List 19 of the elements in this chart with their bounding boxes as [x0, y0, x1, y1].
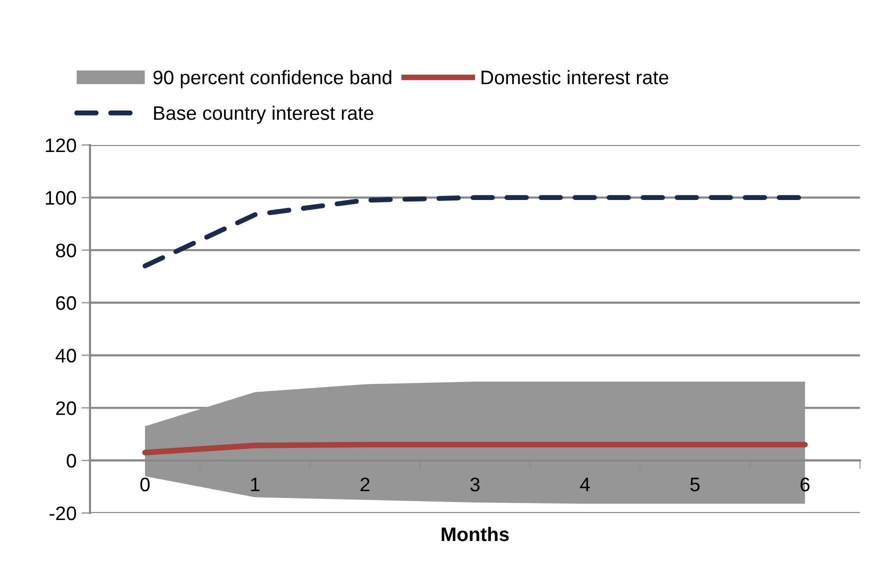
x-tick-label: 3	[470, 478, 480, 492]
y-tick-label: 0	[66, 454, 76, 468]
x-axis-title: Months	[442, 526, 509, 542]
legend-label: Domestic interest rate	[482, 70, 668, 84]
y-tick-label: 60	[56, 296, 76, 310]
x-tick-label: 1	[251, 478, 260, 492]
x-tick-label: 0	[140, 478, 150, 492]
x-tick-label: 2	[360, 478, 370, 492]
x-tick-label: 5	[690, 478, 700, 492]
y-tick-label: 20	[56, 401, 76, 416]
legend-label: Base country interest rate	[154, 106, 374, 124]
y-tick-label: 120	[46, 138, 76, 152]
y-tick-label: -20	[50, 506, 76, 520]
y-tick-label: 40	[56, 348, 76, 363]
x-tick-label: 6	[800, 478, 810, 492]
x-tick-label: 4	[580, 478, 590, 492]
text: 90 percent confidence band	[153, 70, 392, 88]
y-tick-label: 100	[46, 191, 76, 205]
y-tick-label: 80	[56, 244, 76, 258]
